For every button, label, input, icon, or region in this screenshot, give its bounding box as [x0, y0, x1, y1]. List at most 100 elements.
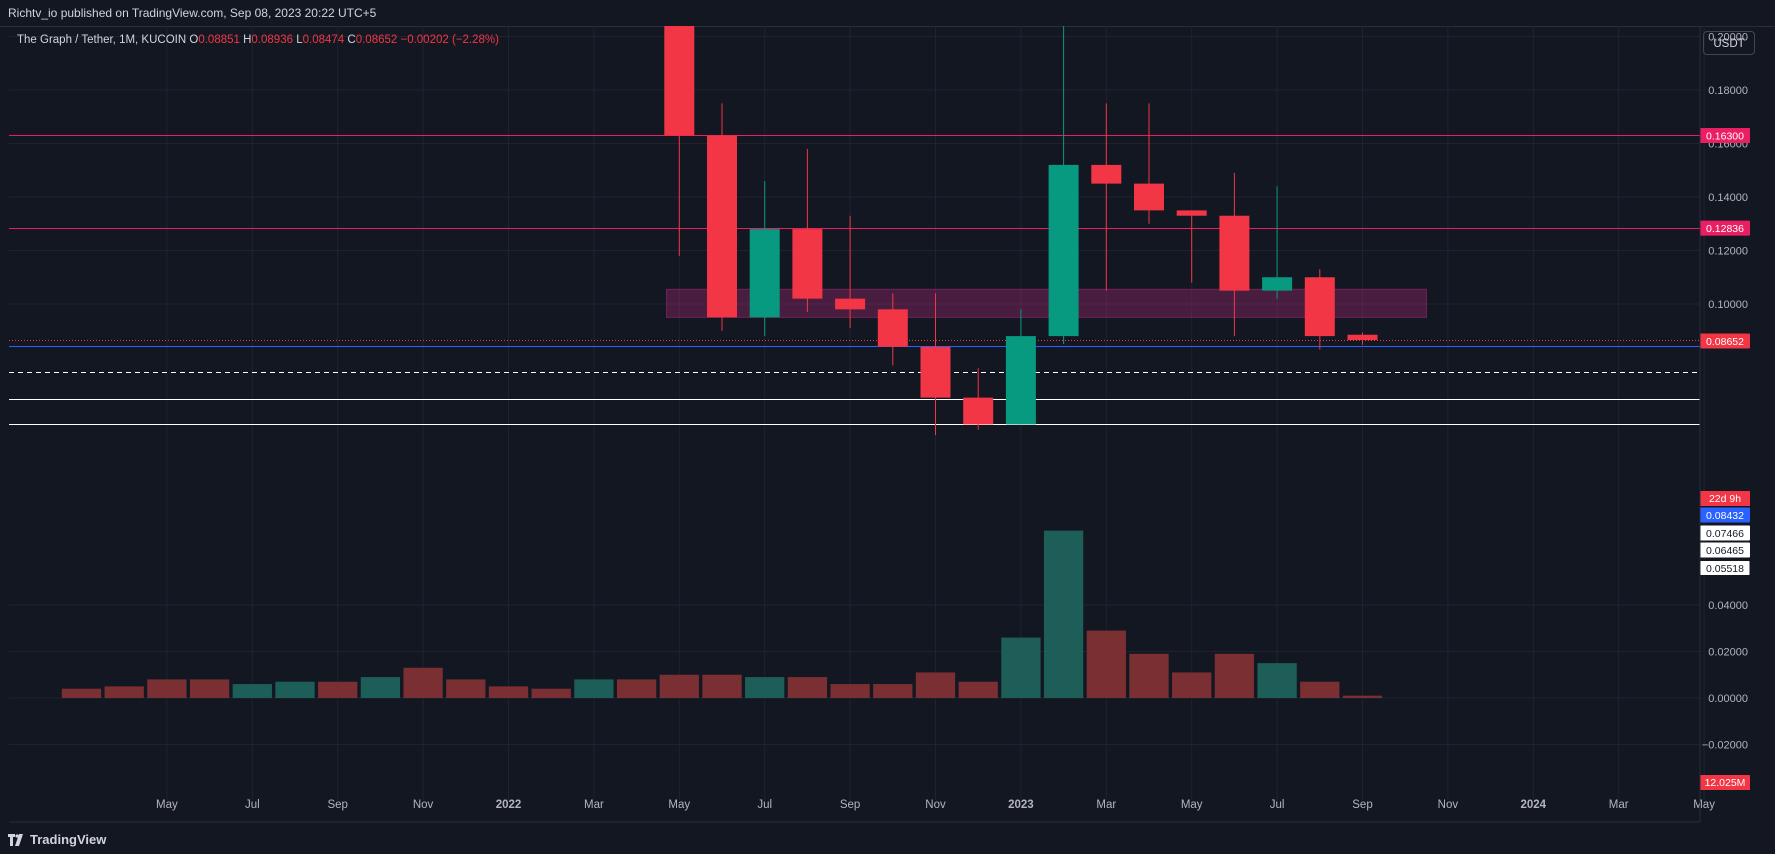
y-tick-label: 0.04000	[1708, 600, 1748, 612]
x-tick-label: 2023	[1008, 799, 1034, 811]
x-tick-label: May	[668, 799, 690, 811]
open-value: 0.08851	[198, 34, 240, 46]
volume-bar	[1129, 653, 1169, 698]
y-tick-label: −0.02000	[1702, 740, 1748, 752]
volume-bar	[1086, 630, 1126, 698]
candle-body	[963, 397, 994, 425]
candle-body	[1134, 183, 1164, 211]
close-label: C	[347, 34, 356, 46]
candle-body	[792, 229, 823, 299]
candle-body	[835, 298, 866, 310]
y-tick-label: 0.10000	[1708, 299, 1748, 311]
volume-bar	[403, 667, 443, 698]
tradingview-logo-icon	[8, 833, 23, 846]
last-price-label: 0.08652	[1706, 336, 1744, 348]
level-006465-tag	[1700, 542, 1750, 558]
level-008432-label: 0.08432	[1706, 510, 1744, 522]
volume-bar	[1257, 663, 1297, 698]
tradingview-logo[interactable]: TradingView	[8, 832, 106, 847]
x-tick-label: Jul	[1270, 799, 1285, 811]
volume-bar	[1342, 695, 1383, 698]
level-005518-label: 0.05518	[1706, 563, 1744, 575]
volume-tag	[1700, 775, 1750, 790]
level-007466-label: 0.07466	[1706, 528, 1744, 540]
volume-bar	[189, 679, 230, 698]
symbol-legend: The Graph / Tether, 1M, KUCOIN O0.08851 …	[17, 34, 499, 46]
low-value: 0.08474	[302, 34, 345, 46]
volume-bar	[915, 672, 956, 698]
candle-body	[877, 309, 908, 347]
volume-bar	[104, 686, 144, 698]
volume-bar	[1172, 672, 1212, 698]
change-value: −0.00202 (−2.28%)	[400, 34, 499, 46]
x-tick-label: Mar	[1609, 799, 1629, 811]
volume-bar	[318, 681, 358, 698]
last-price-tag	[1700, 333, 1750, 349]
candle-body	[1176, 210, 1207, 216]
x-tick-label: Jul	[245, 799, 260, 811]
publish-text: Richtv_io published on TradingView.com, …	[8, 6, 377, 20]
level-006465-label: 0.06465	[1706, 545, 1744, 557]
volume-bar	[873, 684, 913, 698]
x-tick-label: Mar	[584, 799, 604, 811]
candle-body	[1262, 277, 1293, 291]
y-tick-label: 0.00000	[1708, 693, 1748, 705]
level-016300-tag	[1700, 127, 1750, 143]
x-tick-label: Sep	[1352, 799, 1372, 811]
currency-button[interactable]: USDT	[1703, 31, 1755, 55]
candle-body	[1005, 336, 1036, 425]
volume-bar	[61, 688, 102, 698]
volume-bar	[745, 677, 785, 698]
level-012836-tag	[1700, 220, 1750, 236]
x-tick-label: 2022	[496, 799, 522, 811]
volume-bar	[488, 686, 529, 698]
x-tick-label: May	[156, 799, 178, 811]
volume-bar	[958, 681, 998, 698]
x-tick-label: Nov	[1438, 799, 1459, 811]
volume-bar	[147, 679, 187, 698]
candle-body	[1048, 164, 1079, 337]
volume-bar	[830, 684, 870, 698]
x-tick-label: May	[1181, 799, 1203, 811]
volume-bar	[446, 679, 486, 698]
y-tick-label: 0.12000	[1708, 246, 1748, 258]
y-tick-label: 0.02000	[1708, 647, 1748, 659]
volume-bar	[1214, 653, 1255, 698]
level-016300-label: 0.16300	[1706, 130, 1744, 142]
publish-header: Richtv_io published on TradingView.com, …	[0, 0, 1775, 27]
countdown-tag	[1700, 491, 1750, 506]
level-007466-tag	[1700, 525, 1750, 541]
tradingview-brand: TradingView	[30, 832, 107, 847]
candle-body	[920, 346, 951, 398]
volume-bar	[574, 679, 614, 698]
x-tick-label: Jul	[757, 799, 772, 811]
y-tick-label: 0.18000	[1708, 85, 1748, 97]
open-label: O	[189, 34, 199, 46]
candle-body	[664, 26, 695, 136]
countdown-label: 22d 9h	[1709, 493, 1741, 505]
volume-bar	[1300, 681, 1340, 698]
candle-body	[707, 135, 737, 318]
footer-bar	[0, 824, 1775, 854]
candle-body	[1304, 277, 1335, 337]
candle-body	[1347, 334, 1378, 341]
high-label: H	[243, 34, 252, 46]
symbol-name[interactable]: The Graph / Tether, 1M, KUCOIN	[17, 34, 187, 46]
high-value: 0.08936	[251, 34, 293, 46]
plot-area[interactable]	[0, 0, 1700, 698]
x-tick-label: Nov	[925, 799, 946, 811]
volume-bar	[531, 688, 571, 698]
volume-bar	[1001, 637, 1041, 698]
volume-bar	[232, 684, 272, 698]
x-tick-label: Sep	[327, 799, 347, 811]
level-008432-tag	[1700, 507, 1750, 523]
volume-bar	[1043, 530, 1084, 698]
candle-body	[749, 229, 780, 318]
candle-body	[1091, 164, 1122, 184]
close-value: 0.08652	[355, 34, 398, 46]
level-012836-label: 0.12836	[1706, 223, 1744, 235]
volume-bar	[275, 681, 315, 698]
x-tick-label: 2024	[1521, 799, 1547, 811]
volume-bar	[702, 674, 742, 698]
